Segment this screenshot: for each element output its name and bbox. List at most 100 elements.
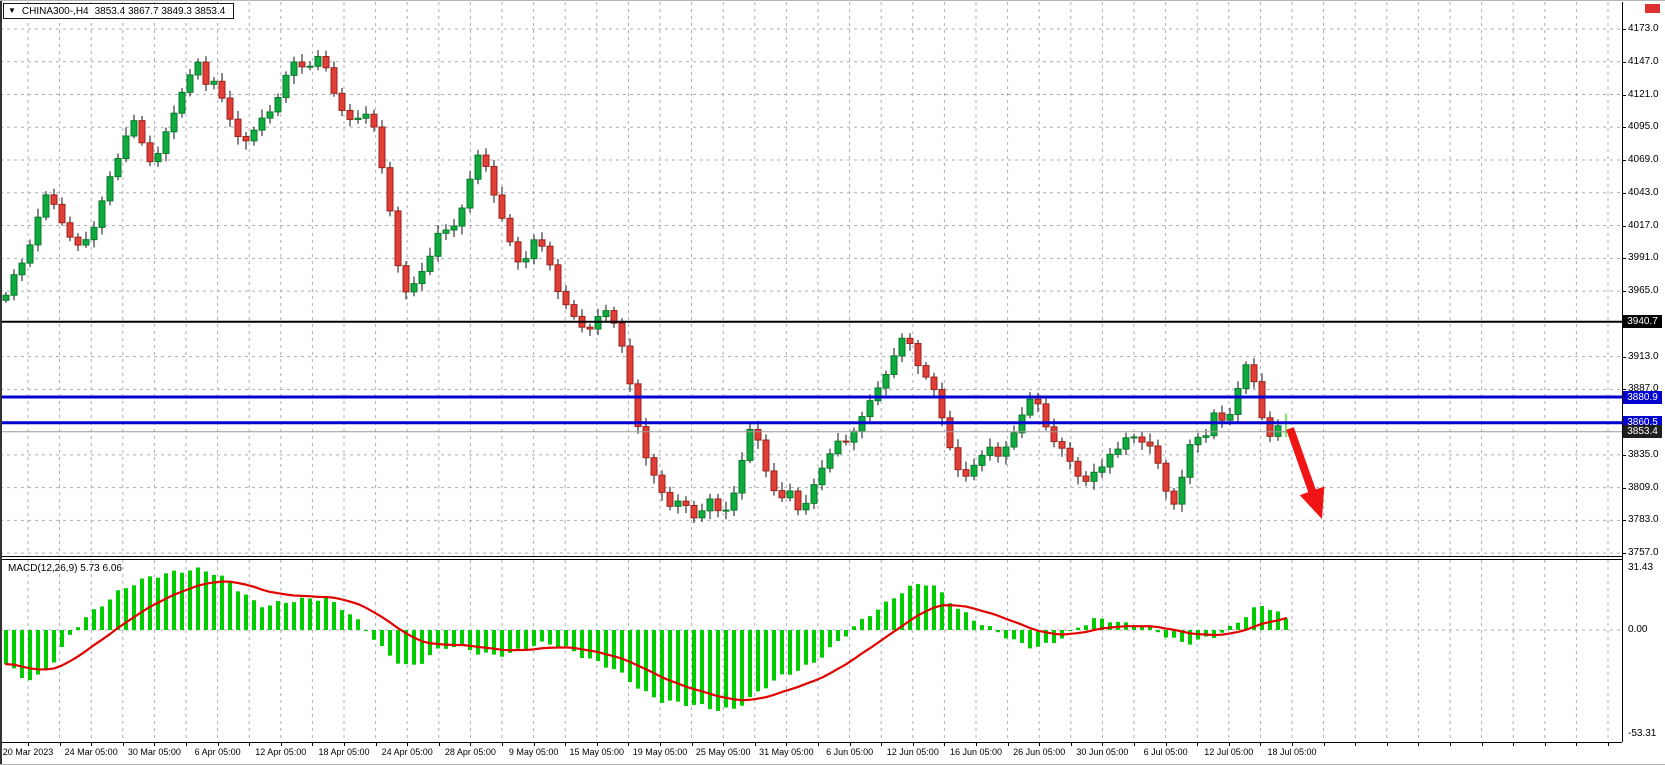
chart-title-overlay: ▼ CHINA300-,H4 3853.4 3867.7 3849.3 3853… [3,3,235,19]
time-axis-tick [407,743,409,746]
candle-body [242,136,250,142]
macd-histogram-bar [620,630,624,673]
macd-indicator-label: MACD(12,26,9) 5.73 6.06 [8,563,122,574]
time-axis-tick [154,743,156,746]
time-axis-tick [375,743,377,746]
candle-body [674,500,682,507]
macd-histogram-bar [532,630,536,646]
macd-histogram-bar [148,576,152,630]
macd-histogram-bar [1100,618,1104,630]
time-axis-label: 30 Jun 05:00 [1076,747,1129,757]
candle-body [922,365,930,378]
macd-histogram-bar [92,609,96,630]
candle-body [450,225,458,231]
macd-histogram-bar [604,630,608,668]
macd-indicator-pane[interactable] [0,560,1622,742]
macd-histogram-bar [900,593,904,630]
candle-body [570,304,578,317]
macd-histogram-bar [668,630,672,701]
time-axis-tick [754,743,756,746]
macd-histogram-bar [1092,618,1096,630]
time-axis-tick [1386,743,1388,746]
candle-body [258,117,266,131]
price-axis-label: 3809.0 [1628,481,1659,493]
price-axis-tick [1622,389,1626,391]
candle-body [170,112,178,133]
macd-histogram-bar [1132,626,1136,630]
time-axis-tick [881,743,883,746]
price-axis-line [1622,2,1623,742]
macd-histogram-bar [652,630,656,698]
macd-histogram-bar [292,602,296,630]
macd-histogram-bar [356,619,360,630]
candle-body [754,428,762,441]
price-axis-label: 4017.0 [1628,219,1659,231]
macd-histogram-bar [588,630,592,659]
pane-separator-bottom-line [0,559,1622,560]
time-axis-tick [786,743,788,746]
macd-histogram-bar [788,630,792,675]
candle-body [898,337,906,357]
macd-histogram-bar [1044,630,1048,643]
macd-histogram-bar [140,578,144,630]
macd-histogram-bar [348,614,352,630]
candle-body [530,239,538,260]
macd-histogram-bar [1068,630,1072,631]
price-axis-tick [1622,61,1626,63]
macd-histogram-bar [572,630,576,652]
candle-body [818,467,826,486]
symbol-period-label: CHINA300-,H4 [21,5,89,17]
sell-arrow-shaft[interactable] [1286,427,1317,495]
candle-body [90,226,98,241]
candle-body [994,446,1002,457]
candle-body [1050,426,1058,443]
macd-histogram-bar [716,630,720,711]
time-axis-tick [91,743,93,746]
candle-body [794,490,802,511]
sell-arrow-head[interactable] [1299,486,1325,520]
candle-body [1242,364,1250,390]
macd-histogram-bar [692,630,696,705]
price-chart-pane[interactable] [0,0,1622,556]
blue-line-upper-badge: 3880.9 [1623,390,1662,404]
candle-body [1210,412,1218,437]
time-axis-tick [1576,743,1578,746]
candle-body [290,61,298,76]
candle-body [634,383,642,428]
candle-body [1098,466,1106,473]
time-axis-tick [1260,743,1262,746]
time-axis-tick [1228,743,1230,746]
candle-body [122,135,130,159]
time-axis-tick [1481,743,1483,746]
time-axis-tick [438,743,440,746]
time-axis[interactable]: 20 Mar 2023 24 Mar 05:00 30 Mar 05:00 6 Apr… [0,743,1622,765]
time-axis-label: 19 May 05:00 [632,747,688,757]
pane-separator-top-line[interactable] [0,556,1622,557]
candle-body [930,376,938,391]
macd-histogram-bar [116,590,120,630]
macd-histogram-bar [276,600,280,630]
macd-histogram-bar [244,594,248,630]
candle-body [186,74,194,93]
candle-body [442,229,450,234]
macd-histogram-bar [1140,626,1144,630]
time-axis-tick [1450,743,1451,746]
candle-body [218,80,226,99]
candle-body [362,113,370,119]
macd-axis-label: -53.31 [1628,728,1657,740]
chevron-down-icon[interactable]: ▼ [8,6,16,15]
candle-body [378,126,386,169]
candle-body [178,91,186,114]
time-axis-tick [1165,743,1167,746]
time-axis-tick [976,743,977,746]
candle-body [266,111,274,119]
macd-histogram-bar [876,609,880,630]
macd-histogram-bar [444,630,448,649]
candle-body [610,310,618,324]
macd-histogram-bar [628,630,632,683]
time-axis-tick [944,743,946,746]
macd-histogram-bar [1148,626,1152,630]
candle-body [1106,453,1114,468]
candle-body [1138,436,1146,443]
candle-body [202,61,210,85]
